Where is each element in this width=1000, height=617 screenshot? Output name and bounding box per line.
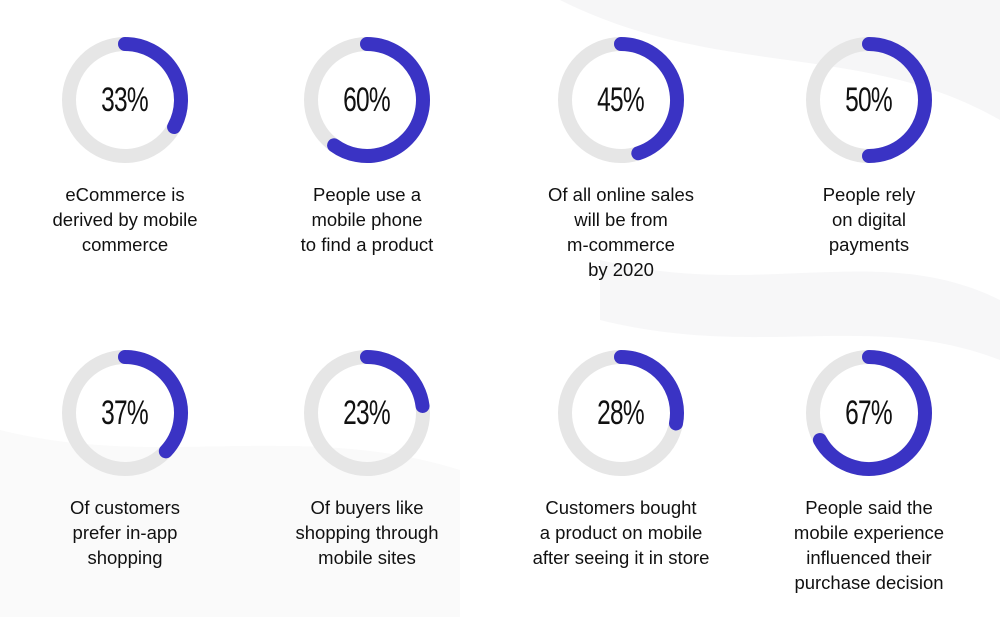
ring-progress-arc [118, 37, 188, 134]
percentage-value: 50% [845, 80, 894, 119]
percentage-value: 37% [101, 393, 150, 432]
percentage-label: 50% [804, 35, 934, 165]
percentage-label: 37% [60, 348, 190, 478]
percentage-label: 28% [556, 348, 686, 478]
percentage-label: 23% [302, 348, 432, 478]
progress-ring: 60% [302, 35, 432, 165]
progress-ring: 33% [60, 35, 190, 165]
ring-progress-arc [118, 350, 188, 459]
percentage-label: 60% [302, 35, 432, 165]
progress-ring: 37% [60, 348, 190, 478]
progress-ring-graphic [558, 37, 684, 163]
percentage-label: 67% [804, 348, 934, 478]
progress-ring-graphic [806, 37, 932, 163]
progress-ring-graphic [62, 350, 188, 476]
percentage-value: 33% [101, 80, 150, 119]
stat-description: eCommerce is derived by mobile commerce [52, 184, 198, 255]
progress-ring-graphic [304, 350, 430, 476]
stat-description: Of customers prefer in-app shopping [70, 497, 180, 568]
ring-progress-arc [862, 37, 932, 163]
percentage-value: 45% [597, 80, 646, 119]
percentage-label: 33% [60, 35, 190, 165]
percentage-value: 67% [845, 393, 894, 432]
stat-description: People rely on digital payments [822, 184, 916, 255]
progress-ring: 45% [556, 35, 686, 165]
ring-progress-arc [614, 350, 684, 431]
progress-ring: 67% [804, 348, 934, 478]
progress-ring-graphic [62, 37, 188, 163]
stat-description: People said the mobile experience influe… [793, 497, 945, 593]
ring-progress-arc [327, 37, 430, 163]
ring-progress-arc [614, 37, 684, 161]
stat-description: Customers bought a product on mobile aft… [532, 497, 710, 568]
progress-ring: 28% [556, 348, 686, 478]
percentage-value: 23% [343, 393, 392, 432]
stat-description: Of buyers like shopping through mobile s… [295, 497, 439, 568]
progress-ring: 50% [804, 35, 934, 165]
progress-ring-graphic [806, 350, 932, 476]
percentage-value: 28% [597, 393, 646, 432]
percentage-value: 60% [343, 80, 392, 119]
stat-description: Of all online sales will be from m-comme… [547, 184, 695, 280]
ring-progress-arc [812, 350, 932, 476]
progress-ring-graphic [558, 350, 684, 476]
ring-progress-arc [360, 350, 430, 413]
progress-ring: 23% [302, 348, 432, 478]
progress-ring-graphic [304, 37, 430, 163]
stat-description: People use a mobile phone to find a prod… [300, 184, 434, 255]
percentage-label: 45% [556, 35, 686, 165]
